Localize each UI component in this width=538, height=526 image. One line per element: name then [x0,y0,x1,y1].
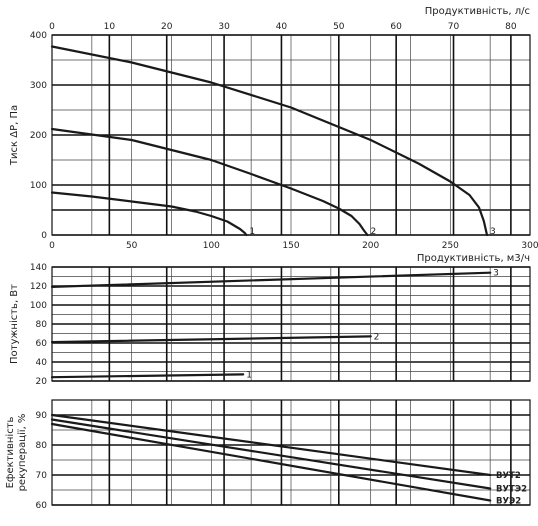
y-tick-label: 200 [30,131,47,141]
y-tick-label: 400 [30,31,47,41]
x-tick-label: 200 [362,241,379,251]
series-line-pressure-3 [50,45,489,237]
series-line-power-3 [50,271,492,288]
series-label: 2 [374,332,380,342]
x-tick-label: 150 [282,241,299,251]
y-tick-label: 140 [30,263,47,273]
y-tick-label: 100 [30,181,47,191]
series-line-efficiency-3 [50,422,492,502]
series-label: 2 [370,227,376,237]
plot-frame [51,34,531,236]
x2-tick-label: 50 [333,22,345,32]
x2-tick-label: 30 [218,22,230,32]
series-label: 1 [249,227,255,237]
series-line-pressure-1 [50,191,248,237]
series-label: ВУТ2 [496,471,521,481]
series-label: ВУТЭ2 [496,485,527,495]
y-tick-label: 80 [36,441,48,451]
x2-tick-label: 70 [448,22,460,32]
y-tick-label: 90 [36,411,48,421]
x2-axis-title: Продуктивність, л/с [425,5,530,17]
series-line-efficiency-1 [50,413,492,477]
x-tick-label: 50 [126,241,138,251]
x2-tick-label: 80 [505,22,517,32]
y-tick-label: 20 [36,377,48,387]
y-tick-label: 70 [36,471,48,481]
series-label: ВУЭ2 [496,497,521,507]
y-tick-label: 0 [41,231,47,241]
y-tick-label: 80 [36,320,48,330]
y-tick-label: 100 [30,301,47,311]
x2-tick-label: 0 [49,22,55,32]
x-tick-label: 300 [521,241,538,251]
x-tick-label: 0 [49,241,55,251]
x-axis-title: Продуктивність, м3/ч [417,252,530,264]
y-tick-label: 120 [30,282,47,292]
y-tick-label: 60 [36,339,48,349]
x2-tick-label: 10 [104,22,116,32]
y-tick-label: 300 [30,81,47,91]
series-label: 3 [490,227,496,237]
series-line-power-1 [50,373,245,379]
plot-frame [51,399,531,506]
x-tick-label: 250 [442,241,459,251]
y-axis-title: Ефективність [4,416,16,488]
series-line-pressure-2 [50,127,369,237]
x2-tick-label: 40 [276,22,288,32]
x2-tick-label: 60 [390,22,402,32]
y-axis-title: Тиск ΔР, Па [9,105,20,166]
y-axis-title: Потужність, Вт [8,284,20,364]
efficiency-chart: 60 70 80 90 Ефективність рекуперації, % ВУТ2 ВУ… [4,399,531,511]
x-tick-label: 100 [203,241,220,251]
plot-frame [51,266,531,382]
y-tick-label: 60 [36,501,48,511]
series-label: 1 [246,370,252,380]
series-line-power-2 [50,335,372,344]
y-tick-label: 40 [36,358,48,368]
power-chart: 20 40 60 80 100 120 140 Потужність, Вт 1 2 3 [8,263,531,387]
y-axis-title-line2: рекуперації, % [16,414,28,492]
series-label: 3 [493,269,499,279]
series-line-efficiency-2 [50,418,492,490]
x2-tick-label: 20 [161,22,173,32]
